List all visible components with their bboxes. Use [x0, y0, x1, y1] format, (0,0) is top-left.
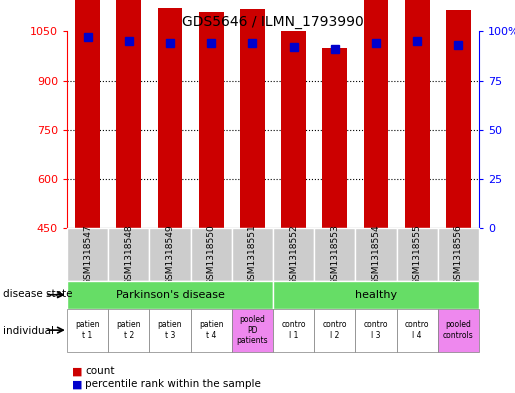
Bar — [281, 31, 306, 228]
Text: ■: ■ — [72, 379, 82, 389]
Text: pooled
controls: pooled controls — [443, 320, 474, 340]
Text: patien
t 2: patien t 2 — [116, 320, 141, 340]
Bar — [273, 281, 479, 309]
Title: GDS5646 / ILMN_1793990: GDS5646 / ILMN_1793990 — [182, 15, 364, 29]
Text: contro
l 1: contro l 1 — [281, 320, 306, 340]
Text: GSM1318554: GSM1318554 — [371, 224, 381, 285]
Text: patien
t 3: patien t 3 — [158, 320, 182, 340]
Bar — [149, 228, 191, 281]
Bar — [322, 48, 347, 228]
Bar — [199, 12, 224, 228]
Bar — [314, 309, 355, 352]
Bar — [314, 228, 355, 281]
Text: pooled
PD
patients: pooled PD patients — [236, 315, 268, 345]
Text: GSM1318556: GSM1318556 — [454, 224, 463, 285]
Text: GSM1318551: GSM1318551 — [248, 224, 257, 285]
Bar — [364, 0, 388, 228]
Text: contro
l 4: contro l 4 — [405, 320, 430, 340]
Text: GSM1318547: GSM1318547 — [83, 224, 92, 285]
Bar — [232, 309, 273, 352]
Bar — [355, 228, 397, 281]
Bar — [149, 309, 191, 352]
Bar — [191, 309, 232, 352]
Text: GSM1318552: GSM1318552 — [289, 224, 298, 285]
Bar — [158, 8, 182, 228]
Text: disease state: disease state — [3, 289, 72, 299]
Text: GSM1318550: GSM1318550 — [207, 224, 216, 285]
Text: contro
l 2: contro l 2 — [322, 320, 347, 340]
Bar — [405, 0, 430, 228]
Text: patien
t 1: patien t 1 — [75, 320, 100, 340]
Text: patien
t 4: patien t 4 — [199, 320, 224, 340]
Bar — [67, 228, 108, 281]
Bar — [108, 309, 149, 352]
Text: Parkinson's disease: Parkinson's disease — [115, 290, 225, 300]
Text: ■: ■ — [72, 366, 82, 376]
Bar — [273, 309, 314, 352]
Text: individual: individual — [3, 326, 54, 336]
Text: GSM1318553: GSM1318553 — [330, 224, 339, 285]
Bar — [438, 309, 479, 352]
Bar — [191, 228, 232, 281]
Bar — [108, 228, 149, 281]
Bar — [116, 0, 141, 228]
Bar — [67, 309, 108, 352]
Bar — [240, 9, 265, 228]
Bar — [355, 309, 397, 352]
Text: GSM1318549: GSM1318549 — [165, 224, 175, 285]
Bar — [438, 228, 479, 281]
Bar — [75, 0, 100, 228]
Text: GSM1318555: GSM1318555 — [413, 224, 422, 285]
Bar — [232, 228, 273, 281]
Text: count: count — [85, 366, 114, 376]
Bar — [397, 309, 438, 352]
Text: percentile rank within the sample: percentile rank within the sample — [85, 379, 261, 389]
Bar — [273, 228, 314, 281]
Text: healthy: healthy — [355, 290, 397, 300]
Text: GSM1318548: GSM1318548 — [124, 224, 133, 285]
Bar — [67, 281, 273, 309]
Bar — [397, 228, 438, 281]
Text: contro
l 3: contro l 3 — [364, 320, 388, 340]
Bar — [446, 10, 471, 228]
